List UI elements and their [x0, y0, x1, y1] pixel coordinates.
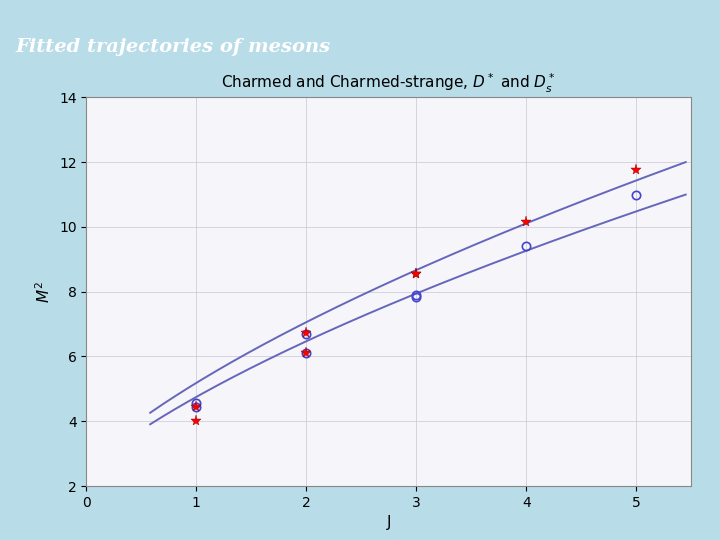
X-axis label: J: J — [387, 515, 391, 530]
Text: Fitted trajectories of mesons: Fitted trajectories of mesons — [16, 38, 330, 56]
Y-axis label: $M^2$: $M^2$ — [35, 281, 53, 302]
Title: Charmed and Charmed-strange, $D^*$ and $D_s^*$: Charmed and Charmed-strange, $D^*$ and $… — [222, 72, 556, 96]
